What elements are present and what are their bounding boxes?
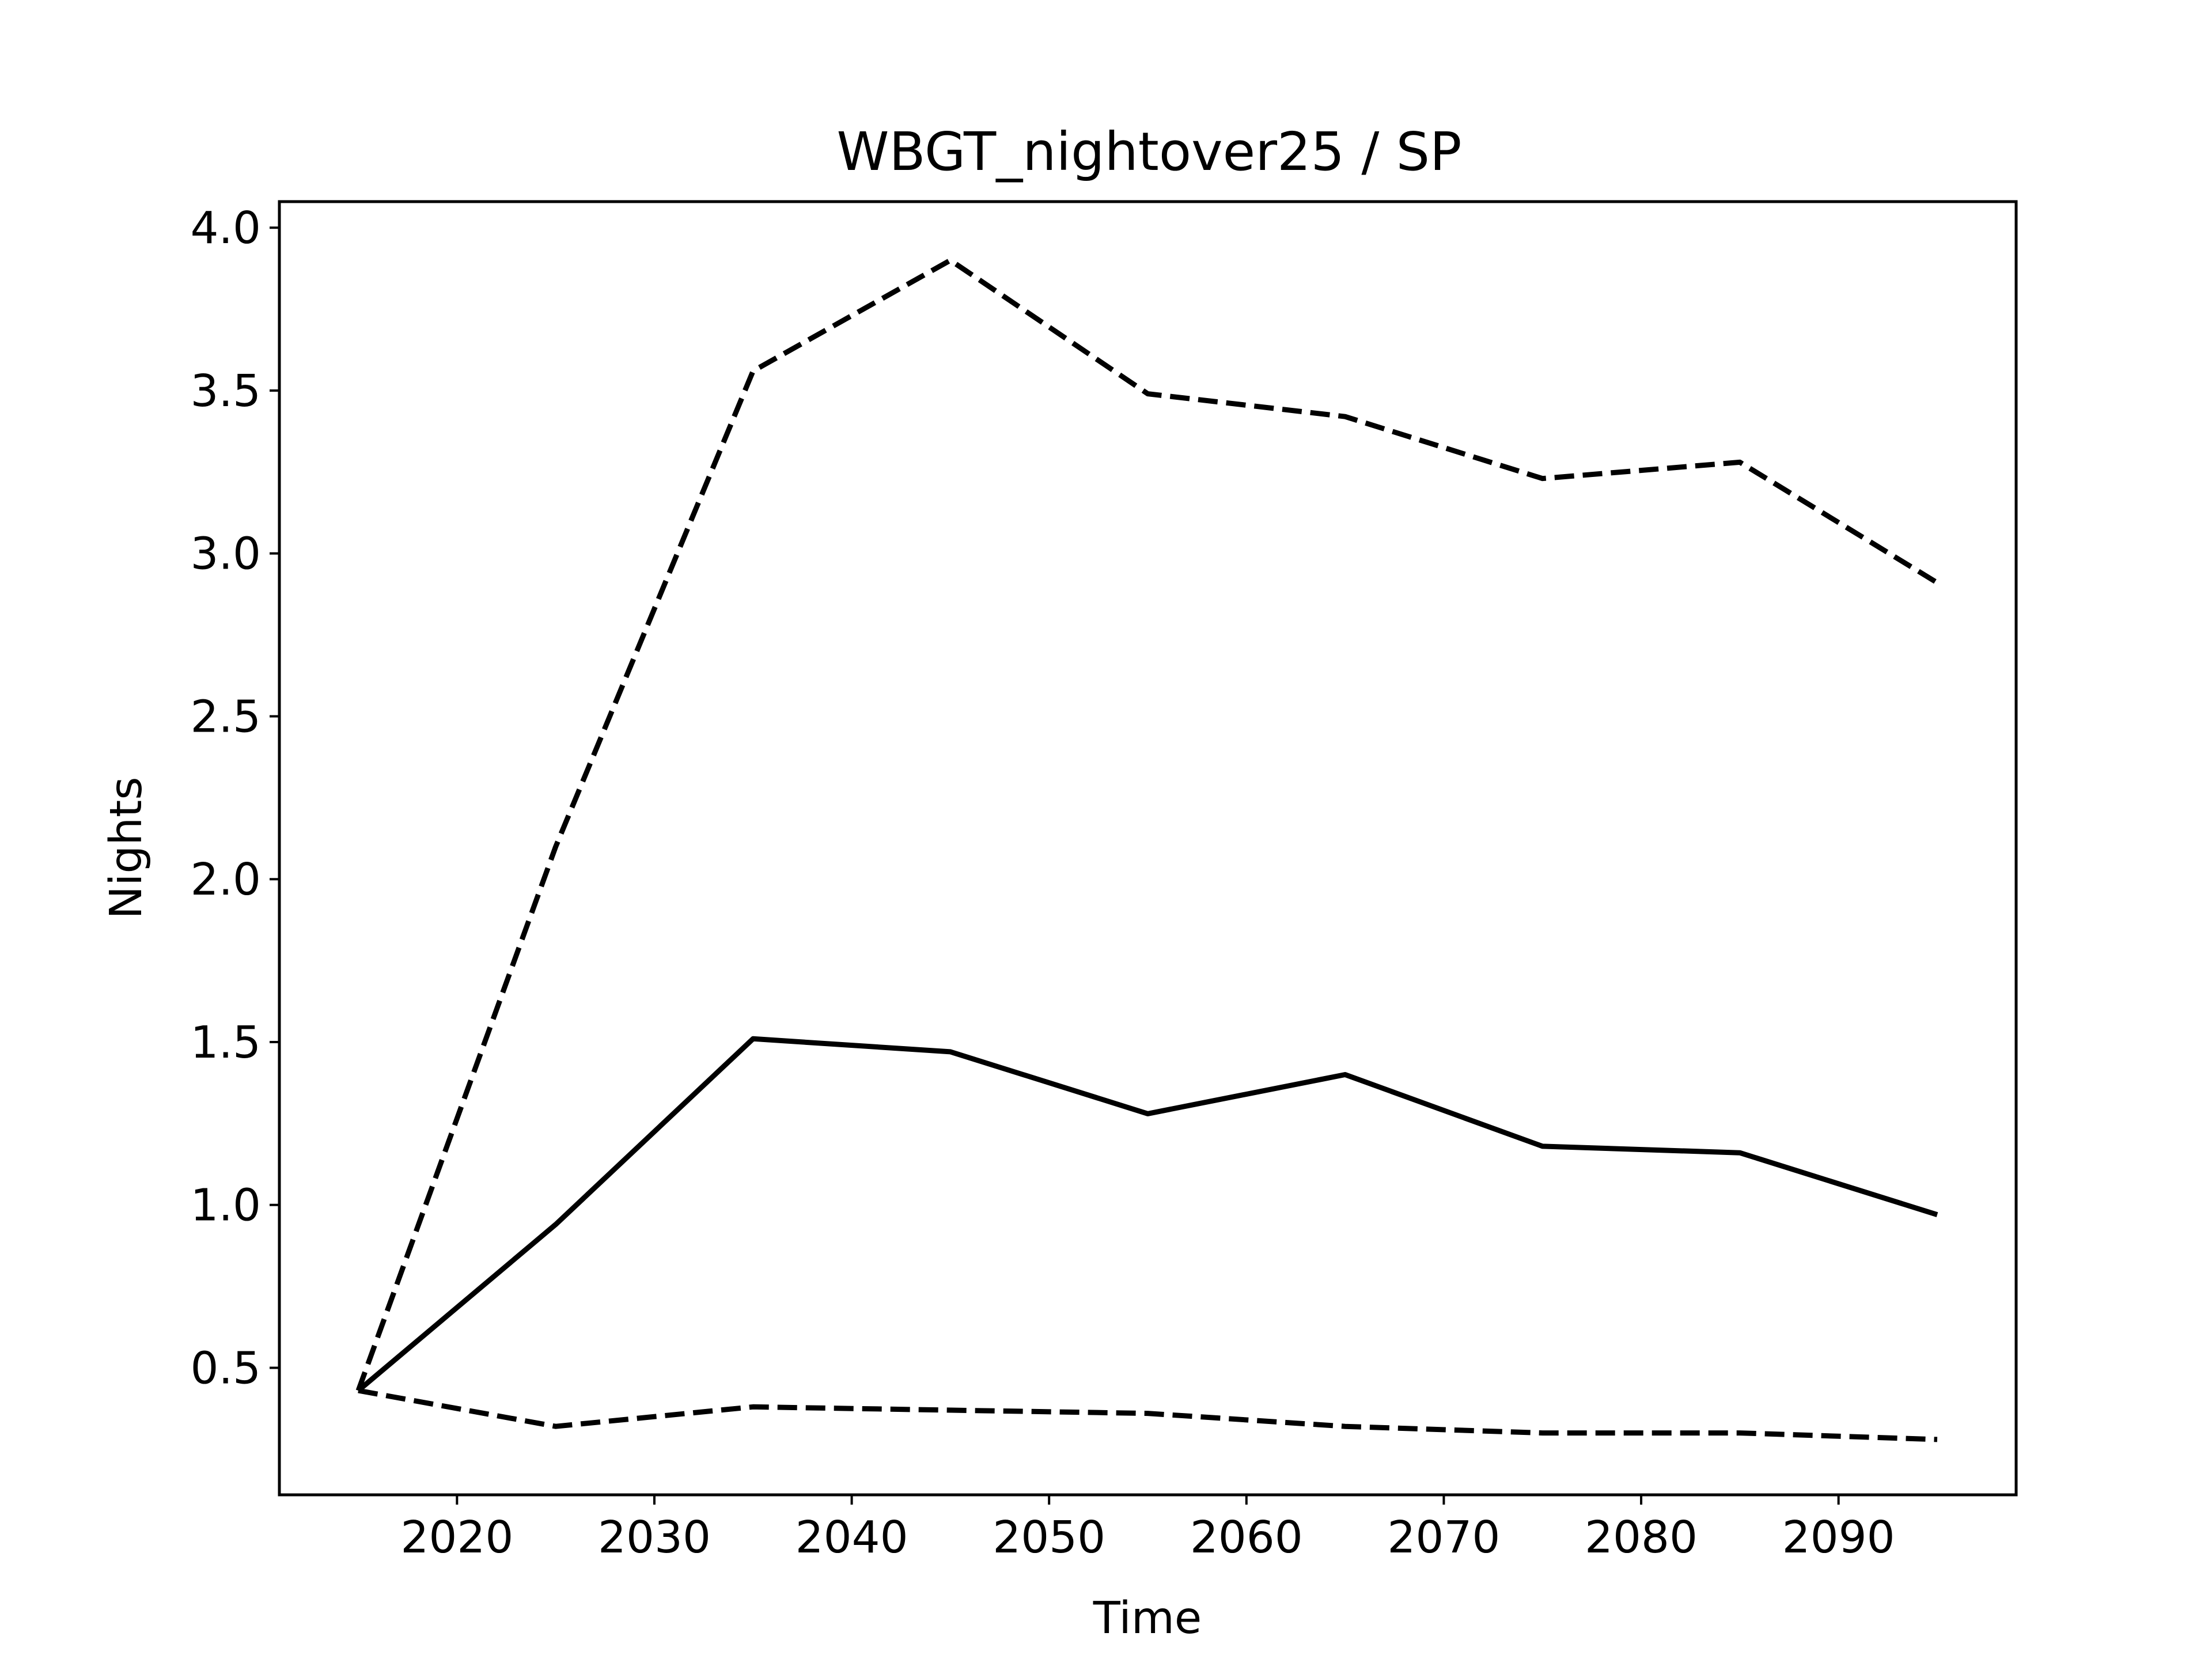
- x-axis-label: Time: [1093, 1593, 1202, 1644]
- y-tick-label: 3.5: [191, 366, 261, 417]
- x-tick-label: 2060: [1190, 1512, 1303, 1563]
- series-line-2-solid: [357, 1036, 1938, 1393]
- y-tick-label: 1.0: [191, 1180, 261, 1232]
- series-line-1-dashed: [355, 257, 1939, 1392]
- y-tick-label: 2.5: [191, 691, 261, 743]
- x-tick-label: 2080: [1585, 1512, 1698, 1563]
- series-line-3-dashed: [358, 1388, 1938, 1442]
- x-tick-label: 2070: [1387, 1512, 1500, 1563]
- chart-title: WBGT_nightover25 / SP: [837, 121, 1462, 183]
- y-tick-label: 3.0: [191, 529, 261, 580]
- x-tick-label: 2030: [598, 1512, 711, 1563]
- plot-area: [355, 257, 1939, 1442]
- axes-frame: [278, 200, 2018, 1497]
- x-tick-label: 2040: [796, 1512, 908, 1563]
- y-tick-label: 4.0: [191, 203, 261, 254]
- y-tick-label: 2.0: [191, 854, 261, 906]
- x-tick-label: 2090: [1782, 1512, 1895, 1563]
- y-axis: 0.5 1.0 1.5 2.0 2.5 3.0 3.5 4.0: [191, 203, 279, 1394]
- x-axis: 2020 2030 2040 2050 2060 2070 2080 2090: [400, 1495, 1895, 1563]
- y-tick-label: 0.5: [191, 1343, 261, 1394]
- y-axis-label: Nights: [101, 777, 152, 919]
- y-tick-label: 1.5: [191, 1017, 261, 1069]
- x-tick-label: 2020: [400, 1512, 513, 1563]
- x-tick-label: 2050: [993, 1512, 1105, 1563]
